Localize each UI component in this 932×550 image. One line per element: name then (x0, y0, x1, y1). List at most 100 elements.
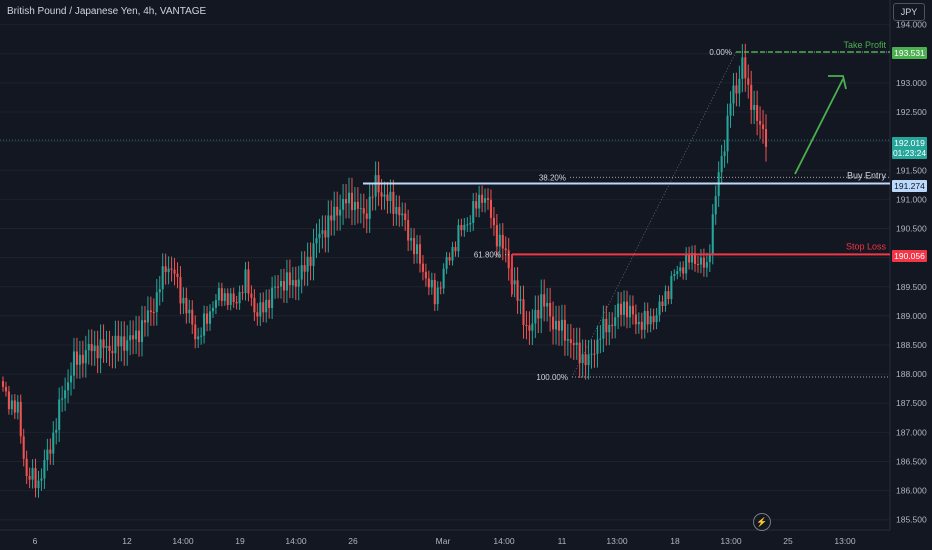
candle (229, 288, 232, 311)
candle (664, 285, 667, 312)
candle (682, 261, 685, 280)
candle (404, 202, 407, 231)
price-tick-label: 191.500 (896, 165, 927, 175)
candle (365, 199, 368, 234)
candle (271, 276, 274, 319)
candle (738, 65, 741, 107)
candle (661, 295, 664, 313)
fib-level-label: 0.00% (709, 48, 732, 57)
candle (398, 195, 401, 227)
candle (436, 281, 439, 311)
candle (179, 266, 182, 315)
time-tick-label: 14:00 (285, 536, 307, 546)
candle (383, 181, 386, 210)
candle (554, 305, 558, 345)
candle (584, 339, 587, 380)
candle (155, 279, 158, 326)
candle (587, 340, 590, 380)
candle (552, 301, 555, 345)
price-tick-label: 189.500 (896, 282, 927, 292)
candle (72, 338, 76, 390)
candle (620, 292, 623, 327)
candle (291, 266, 294, 299)
candle (146, 296, 149, 337)
candle (49, 438, 52, 465)
candle (55, 418, 58, 445)
candle (1, 376, 5, 392)
candle (336, 191, 339, 231)
candle (4, 381, 7, 397)
price-tick-label: 187.000 (896, 427, 927, 437)
price-axis[interactable]: 194.000193.500193.000192.500192.000191.5… (896, 20, 927, 525)
candle (495, 213, 498, 258)
candle (454, 241, 457, 257)
candle (498, 223, 501, 258)
candle (268, 289, 271, 319)
candle (540, 279, 543, 334)
candle (132, 320, 135, 355)
candle (241, 285, 244, 301)
buy-entry-label: Buy Entry (847, 170, 887, 180)
candle (188, 299, 191, 324)
candle (64, 377, 67, 412)
candle (501, 223, 504, 261)
candle (7, 385, 10, 415)
candle (658, 294, 661, 322)
candle (463, 218, 466, 237)
candle (430, 272, 433, 295)
price-tick-label: 189.000 (896, 311, 927, 321)
candle (256, 303, 259, 326)
candle (516, 267, 519, 314)
candle (25, 450, 28, 485)
price-tick-label: 188.000 (896, 369, 927, 379)
candle (111, 335, 114, 369)
candle (611, 312, 614, 339)
current-price-badge: 192.019 01:23:24 (892, 137, 927, 159)
candle (723, 139, 726, 168)
candle (19, 394, 22, 444)
candle (427, 270, 430, 296)
price-tick-label: 185.500 (896, 515, 927, 525)
candle (563, 304, 566, 356)
candle (58, 387, 61, 442)
time-tick-label: 18 (670, 536, 680, 546)
candle (297, 265, 300, 301)
candle (312, 228, 315, 281)
candle (762, 109, 765, 144)
time-axis[interactable]: 6 12 14:00 19 14:00 26 Mar 14:00 11 13:00 18 13:00 2… (33, 536, 856, 546)
candle (534, 295, 537, 338)
candle (685, 247, 688, 281)
candle (492, 207, 495, 236)
candle (362, 193, 365, 228)
candle (504, 236, 507, 263)
time-tick-label: 26 (348, 536, 358, 546)
candle (262, 292, 265, 323)
candle (306, 242, 309, 286)
candle (149, 296, 152, 326)
candle (522, 285, 525, 339)
candle (208, 304, 212, 331)
candle (87, 329, 90, 365)
lightning-icon[interactable]: ⚡ (753, 513, 771, 531)
candle (140, 305, 144, 357)
candle (339, 194, 342, 231)
candle (102, 324, 105, 363)
candle (643, 302, 646, 339)
current-price: 192.019 (894, 138, 925, 148)
candle (631, 295, 634, 325)
candle (753, 90, 756, 125)
candle (206, 306, 209, 332)
candle (667, 285, 670, 305)
candle (374, 161, 377, 211)
candle (120, 321, 123, 362)
candle (182, 287, 185, 315)
currency-button[interactable]: JPY (893, 3, 925, 21)
candle (333, 191, 336, 236)
target-arrow-head (828, 75, 847, 90)
candle (138, 316, 141, 357)
candle (220, 282, 223, 307)
candle (244, 261, 247, 301)
candle (197, 327, 200, 348)
candle (350, 177, 354, 226)
